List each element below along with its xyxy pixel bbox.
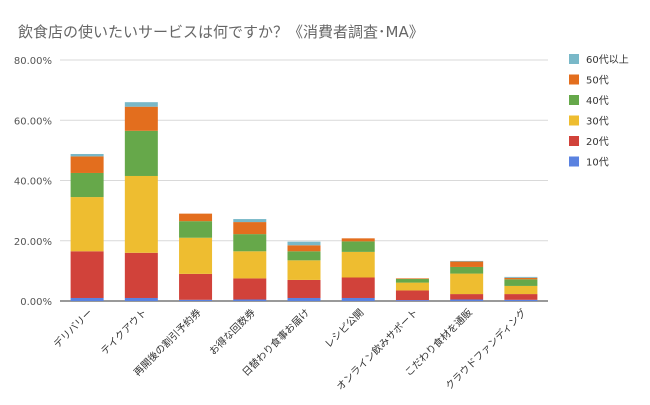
bar-segment (124, 175, 158, 253)
bar-segment (504, 285, 538, 295)
bar-segment (233, 222, 267, 235)
legend-swatch (569, 136, 579, 146)
bar-segment (395, 282, 429, 291)
legend-swatch (569, 74, 579, 85)
y-tick-label: 80.00% (14, 56, 52, 67)
bar-segment (233, 219, 267, 223)
legend-label: 50代 (586, 75, 609, 87)
legend-swatch (569, 95, 579, 105)
legend-swatch (569, 156, 579, 167)
bar-segment (450, 294, 484, 300)
bar-segment (287, 260, 321, 280)
bar-segment (504, 279, 538, 286)
chart-title: 飲食店の使いたいサービスは何ですか？《消費者調査･MA》 (18, 23, 424, 41)
bars (70, 102, 538, 301)
bar-segment (287, 279, 321, 298)
bar-segment (395, 300, 429, 301)
bar-segment (233, 299, 267, 301)
bar-segment (124, 130, 158, 176)
bar-segment (287, 241, 321, 246)
bar-segment (287, 297, 321, 301)
bar-segment (70, 297, 104, 301)
bar-segment (70, 153, 104, 157)
bar-segment (287, 245, 321, 252)
bar-segment (124, 106, 158, 131)
bar-segment (504, 276, 538, 278)
bar-segment (450, 261, 484, 267)
bar-segment (341, 277, 375, 298)
bar-segment (395, 279, 429, 283)
bar-segment (395, 290, 429, 301)
bar-segment (179, 213, 213, 222)
bar-segment (450, 299, 484, 301)
bar-segment (504, 294, 538, 300)
legend-label: 30代 (586, 116, 609, 128)
x-tick-label: デリバリー (51, 306, 96, 351)
bar-segment (179, 273, 213, 300)
bar-segment (450, 273, 484, 295)
bar-segment (504, 277, 538, 280)
y-tick-label: 20.00% (14, 237, 52, 248)
legend-label: 10代 (586, 157, 609, 169)
bar-segment (450, 260, 484, 262)
y-tick-label: 0.00% (20, 297, 52, 308)
bar-segment (233, 278, 267, 300)
y-axis-ticks: 0.00% 20.00% 40.00% 60.00% 80.00% (14, 56, 52, 308)
bar-segment (124, 297, 158, 301)
legend-label: 20代 (586, 136, 609, 148)
x-tick-label: テイクアウト (99, 307, 150, 358)
bar-segment (341, 297, 375, 301)
bar-segment (70, 251, 104, 298)
legend-swatch (569, 54, 579, 64)
bar-segment (341, 251, 375, 278)
x-tick-label: お得な回数券 (206, 306, 258, 358)
bar-segment (287, 251, 321, 261)
bar-segment (233, 251, 267, 279)
bar-segment (179, 237, 213, 274)
x-tick-label: レシピ公開 (323, 307, 367, 351)
y-tick-label: 60.00% (14, 116, 52, 127)
bar-segment (70, 197, 104, 252)
legend: 60代以上 50代 40代 30代 20代 10代 (569, 54, 629, 169)
bar-segment (179, 299, 213, 301)
legend-label: 60代以上 (586, 54, 629, 66)
bar-segment (233, 234, 267, 252)
legend-label: 40代 (586, 95, 609, 107)
legend-swatch (569, 115, 579, 126)
bar-segment (70, 172, 104, 198)
bar-segment (341, 238, 375, 242)
bar-segment (395, 278, 429, 280)
bar-segment (70, 156, 104, 173)
bar-segment (341, 241, 375, 252)
y-tick-label: 40.00% (14, 177, 52, 188)
bar-segment (504, 299, 538, 301)
bar-segment (450, 266, 484, 274)
bar-segment (179, 221, 213, 238)
bar-segment (124, 252, 158, 298)
bar-segment (124, 102, 158, 107)
